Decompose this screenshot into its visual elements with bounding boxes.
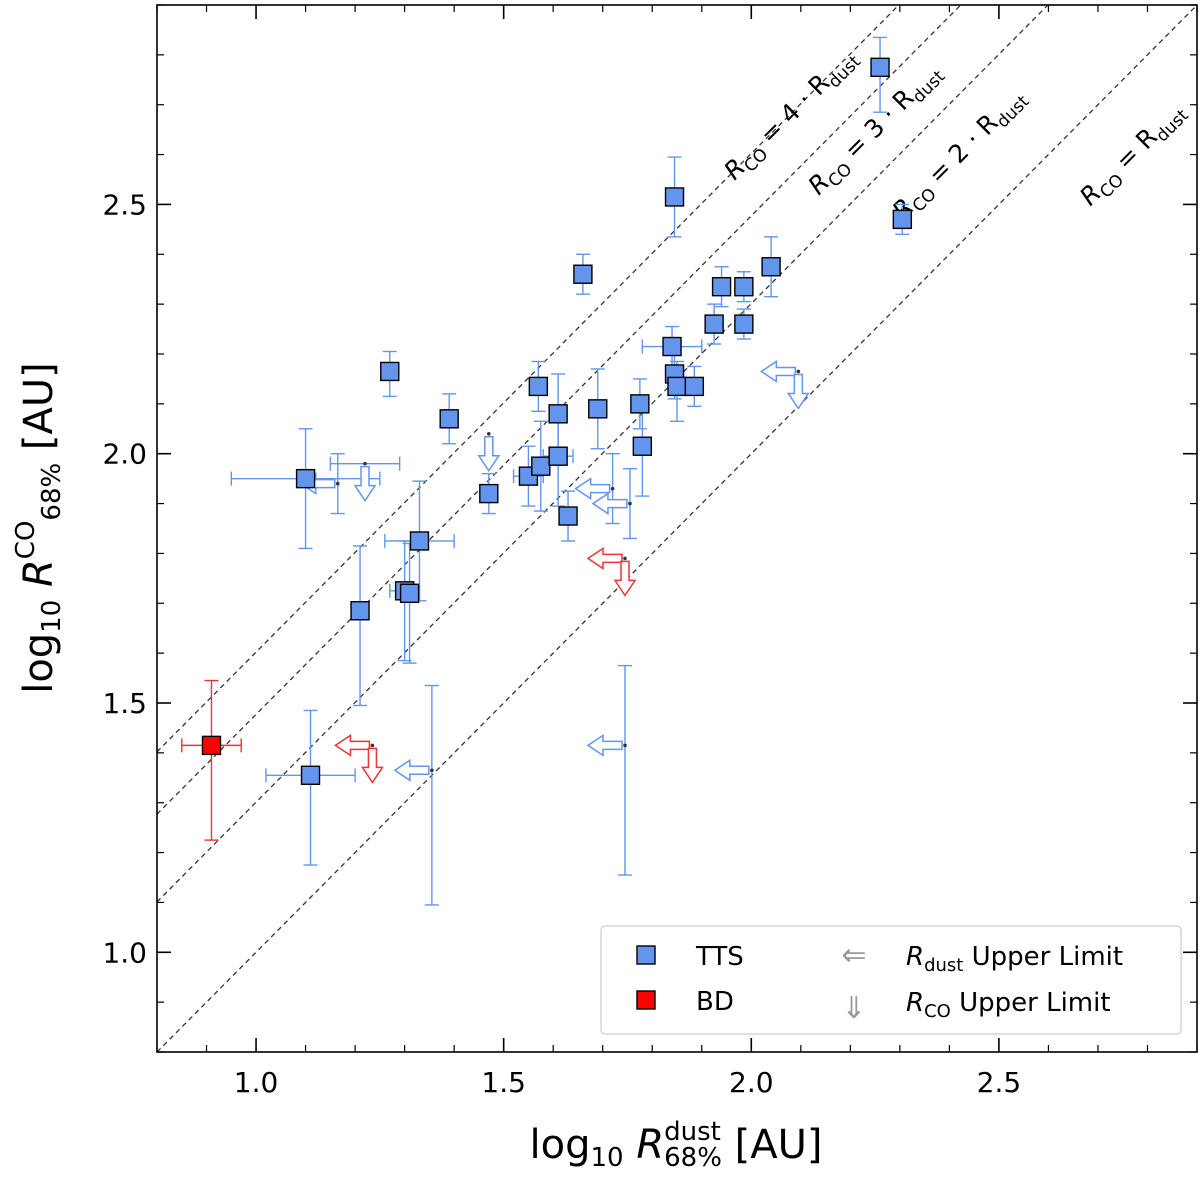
reference-line-factor-4 (157, 5, 900, 753)
tts-marker (662, 336, 682, 357)
legend-tts-marker (636, 945, 656, 965)
tts-limit-point (610, 486, 615, 491)
legend-frame (600, 925, 1182, 1035)
y-tick-label: 1.0 (102, 936, 147, 969)
tts-marker (684, 376, 705, 397)
reference-line-factor-3 (157, 5, 962, 815)
tts-marker (479, 483, 499, 504)
tts-rdust-limit-arrow (759, 360, 797, 383)
plot-frame (156, 4, 1198, 1053)
legend-rco-limit-label: RCO Upper Limit (906, 988, 1111, 1022)
tts-marker (667, 376, 687, 397)
axis-ticks: 1.0 1.5 2.0 2.5 1.0 1.5 2.0 2.5 (102, 4, 1198, 1099)
bd-rco-limit-arrow (613, 560, 637, 597)
reference-line-factor-2 (157, 5, 1049, 903)
y-axis-label: log10 RCO68% [AU] (11, 362, 67, 694)
tts-rco-limit-arrow (477, 436, 501, 473)
y-tick-label: 2.5 (102, 188, 147, 221)
tts-marker (409, 531, 430, 551)
x-tick-label: 2.5 (977, 1066, 1022, 1099)
legend-tts-label: TTS (695, 942, 744, 972)
tts-limit-point (363, 461, 367, 466)
x-tick-label: 1.5 (481, 1066, 526, 1099)
tts-marker (588, 399, 608, 419)
tts-marker (734, 276, 754, 297)
tts-limit-point (628, 501, 632, 506)
tts-marker (558, 506, 578, 526)
tts-marker (761, 257, 781, 277)
reference-line-label-1: RCO = Rdust (1074, 96, 1193, 215)
tts-marker (664, 187, 685, 207)
tts-rco-limit-arrow (786, 373, 810, 410)
tts-marker (399, 583, 420, 604)
tts-rdust-limit-arrow (393, 758, 430, 782)
reference-lines (157, 5, 1197, 1052)
tts-marker (870, 57, 890, 78)
tts-limit-point (335, 481, 340, 486)
tts-marker (295, 468, 316, 489)
tts-marker (350, 601, 370, 621)
x-tick-label: 2.0 (729, 1066, 774, 1099)
legend-bd-label: BD (696, 987, 734, 1017)
tts-marker (632, 436, 653, 456)
tts-limit-point (430, 768, 434, 773)
tts-marker (548, 404, 568, 424)
bd-rdust-limit-arrow (586, 547, 623, 570)
legend: TTS BD ⇐ Rdust Upper Limit ⇓ RCO Upper L… (600, 925, 1182, 1035)
tts-rdust-limit-arrow (591, 492, 628, 515)
tts-marker (548, 446, 568, 466)
tts-marker (734, 314, 754, 334)
x-axis-label: log10 Rdust 68% [AU] (530, 1117, 823, 1173)
tts-marker (380, 361, 400, 382)
tts-marker (573, 264, 593, 284)
tts-marker (531, 456, 551, 476)
tts-marker (439, 409, 459, 429)
tts-marker (528, 376, 549, 397)
x-tick-label: 1.0 (234, 1066, 279, 1099)
tts-rco-limit-arrow (353, 465, 377, 503)
upper-limit-arrows (299, 360, 810, 784)
tts-marker (704, 314, 724, 334)
bd-rdust-limit-arrow (334, 733, 371, 757)
tts-rdust-limit-arrow (574, 477, 611, 501)
tts-marker (711, 276, 732, 297)
tts-marker (300, 765, 321, 785)
tts-limit-point (796, 369, 801, 374)
tts-marker (892, 209, 913, 230)
reference-line-factor-1 (157, 5, 1197, 1052)
data-markers (201, 57, 913, 785)
bd-limit-point (370, 743, 375, 748)
tts-limit-point (623, 743, 627, 748)
y-tick-label: 2.0 (102, 438, 147, 471)
bd-limit-point (623, 556, 627, 561)
tts-limit-point (487, 431, 491, 436)
legend-bd-marker (636, 990, 656, 1010)
legend-rdust-limit-label: Rdust Upper Limit (906, 942, 1123, 976)
down-arrow-icon: ⇓ (841, 991, 866, 1026)
tts-rdust-limit-arrow (586, 733, 623, 757)
left-arrow-icon: ⇐ (841, 938, 866, 973)
tts-marker (630, 394, 650, 414)
bd-rco-limit-arrow (361, 747, 384, 784)
y-tick-label: 1.5 (102, 687, 147, 720)
bd-marker (201, 735, 222, 756)
